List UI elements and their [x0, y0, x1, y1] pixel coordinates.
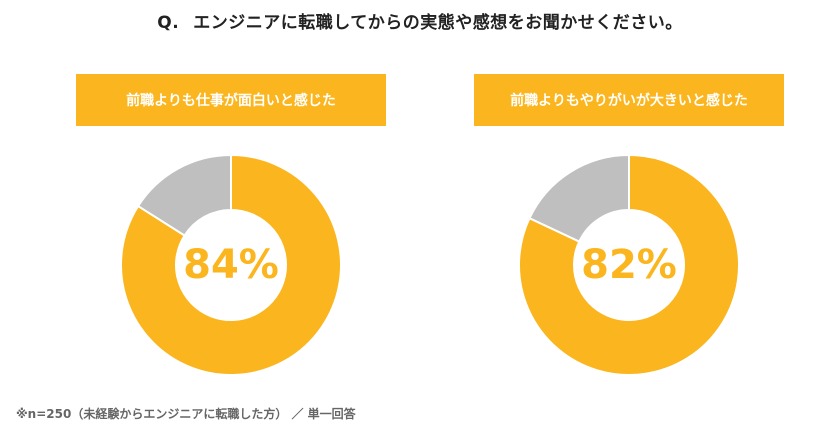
chart-1-label: 前職よりも仕事が面白いと感じた — [76, 74, 386, 126]
question-prefix: Q. — [157, 13, 180, 33]
donut-chart-2: 82% — [509, 145, 749, 385]
donut-chart-1-svg — [120, 153, 342, 376]
donut-2-slice-1 — [518, 153, 740, 376]
donut-1-slice-2 — [136, 153, 232, 237]
chart-2-label: 前職よりもやりがいが大きいと感じた — [474, 74, 784, 126]
question-text: エンジニアに転職してからの実態や感想をお聞かせください。 — [193, 13, 683, 33]
chart-panel-2: 前職よりもやりがいが大きいと感じた 82% — [474, 0, 784, 432]
donut-1-slice-1 — [120, 153, 342, 376]
donut-2-slice-2 — [528, 153, 630, 243]
donut-chart-1: 84% — [111, 145, 351, 385]
chart-panel-1: 前職よりも仕事が面白いと感じた 84% — [76, 0, 386, 432]
donut-chart-2-svg — [518, 153, 740, 376]
footnote: ※n=250（未経験からエンジニアに転職した方） ／ 単一回答 — [16, 407, 356, 421]
question-title: Q. エンジニアに転職してからの実態や感想をお聞かせください。 — [0, 8, 840, 33]
